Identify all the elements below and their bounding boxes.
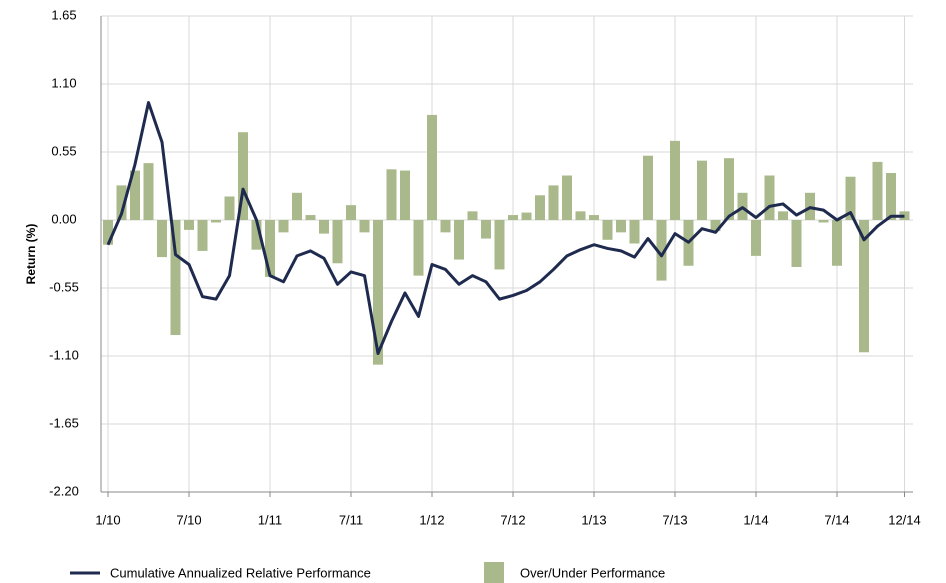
bar [103,220,113,245]
x-tick-label: 1/11 [258,512,282,527]
bar [170,220,181,335]
x-tick-label: 7/12 [500,512,525,527]
y-tick-label: -0.55 [49,279,79,294]
bar [859,220,869,353]
bar [629,220,640,244]
bar [575,211,586,220]
bar [845,176,856,220]
bar [616,220,626,233]
bar [602,220,613,240]
y-tick-label: -1.65 [49,415,79,430]
bar [413,220,424,276]
bar [238,132,248,220]
bar [292,192,302,220]
bar [386,169,397,220]
x-tick-label: 7/11 [339,512,363,527]
bar [508,215,518,220]
bar [548,185,559,220]
bar [440,220,451,233]
bar [764,175,775,220]
x-tick-label: 7/14 [824,512,849,527]
bar [130,170,140,220]
bar [305,215,316,220]
y-tick-label: 0.00 [51,211,76,226]
bar [697,160,707,220]
bar [494,220,505,270]
bar [251,220,262,250]
bar [670,140,680,220]
bar [346,205,356,220]
x-tick-label: 7/13 [662,512,687,527]
bar [724,158,734,220]
bar [319,220,329,234]
bar [454,220,464,260]
bar [656,220,667,281]
bar [332,220,343,264]
bar [818,220,829,223]
y-axis-label: Return (%) [24,224,38,285]
bar [197,220,208,251]
y-tick-label: 1.10 [51,75,76,90]
bar [265,220,275,277]
legend-label: Over/Under Performance [520,565,665,580]
x-tick-label: 1/10 [95,512,120,527]
bar [643,155,653,220]
bar [211,220,221,223]
bar [359,220,370,233]
bar [278,220,289,233]
bar [116,185,127,220]
bar [778,211,788,220]
bar [710,220,721,232]
bar [400,170,410,220]
bar [872,161,883,220]
bar [224,196,235,220]
bar [521,212,532,220]
bar [481,220,491,239]
y-tick-label: -1.10 [49,347,79,362]
y-tick-label: 1.65 [51,7,76,22]
bar [467,211,478,220]
bar [562,175,572,220]
bar [157,220,167,258]
x-tick-label: 1/13 [581,512,606,527]
x-tick-label: 7/10 [176,512,201,527]
y-tick-label: -2.20 [49,483,79,498]
bar [373,220,383,365]
x-tick-label: 1/14 [743,512,768,527]
legend-swatch [484,562,504,583]
bar [751,220,761,256]
bar [791,220,802,267]
line [106,101,905,356]
bar [832,220,842,266]
y-tick-label: 0.55 [51,143,76,158]
x-tick-label: 12/14 [888,512,921,527]
bar [143,163,154,220]
bar [535,195,545,220]
bar [589,215,599,220]
bar [886,173,896,220]
legend-label: Cumulative Annualized Relative Performan… [110,565,371,580]
bar [184,220,194,230]
x-tick-label: 1/12 [419,512,444,527]
bar [427,114,437,220]
